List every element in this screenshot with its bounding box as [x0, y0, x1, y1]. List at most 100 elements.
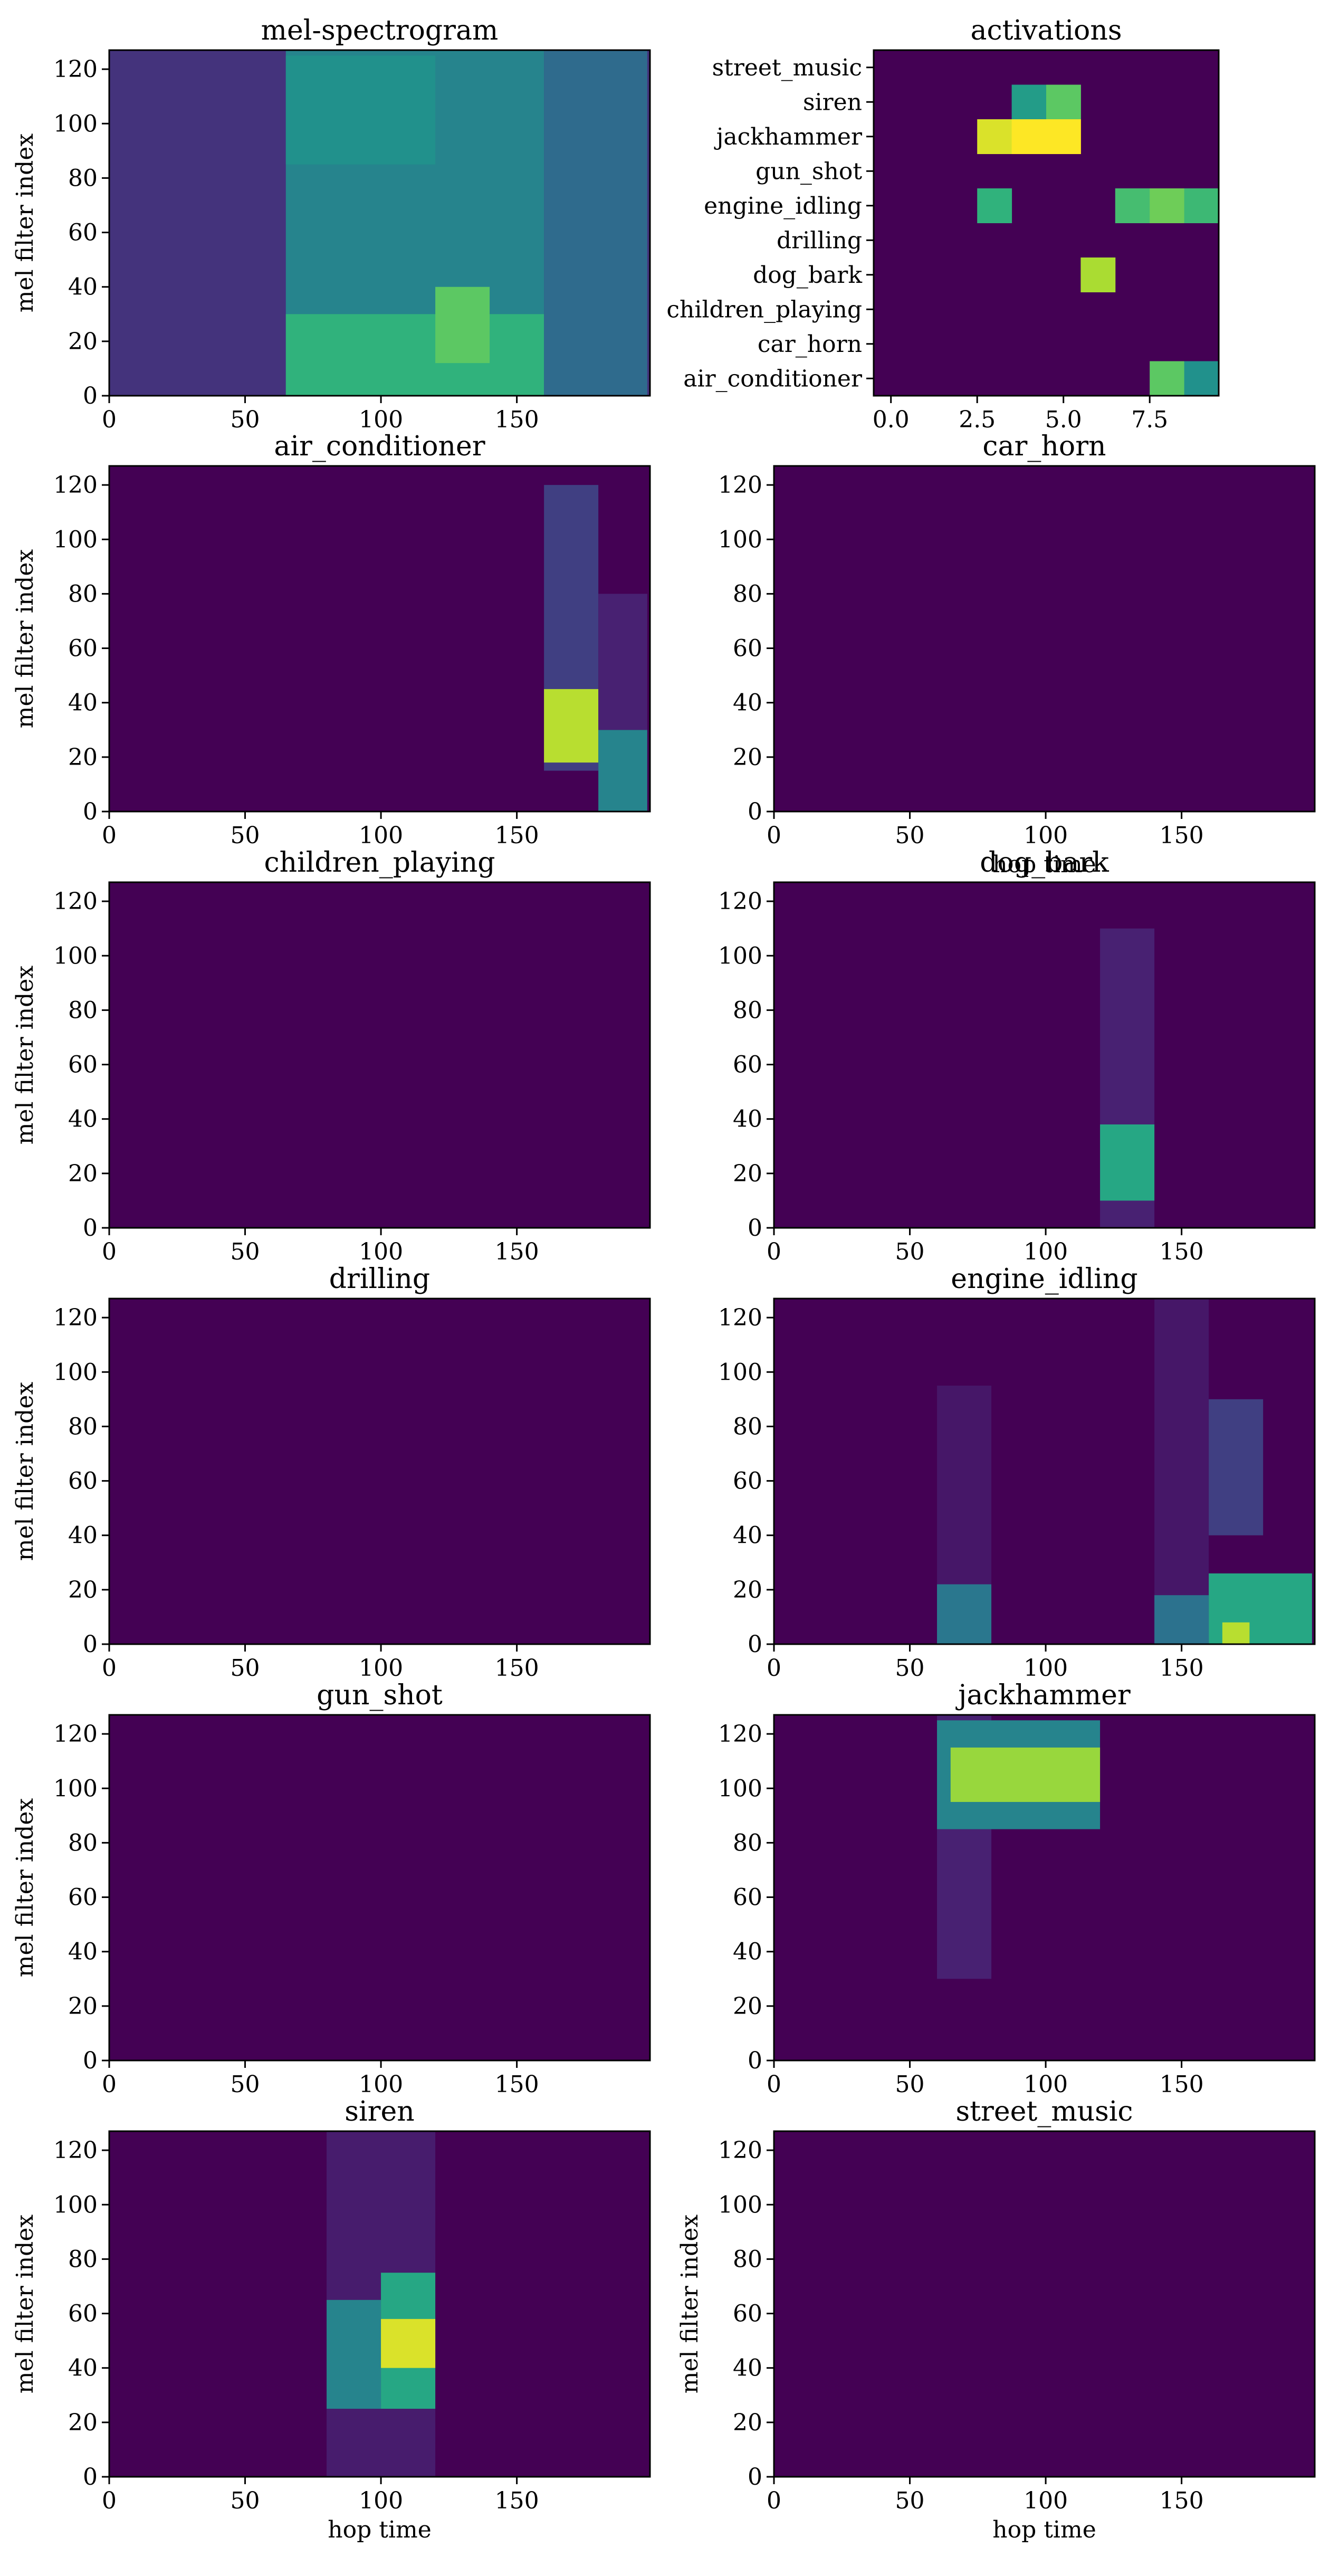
y-tick-label: 20: [733, 1577, 762, 1604]
heatmap-region: [937, 1584, 992, 1644]
heatmap-region: [285, 55, 436, 165]
y-tick-label: 100: [53, 1359, 98, 1386]
x-tick-label: 50: [231, 1238, 260, 1265]
x-tick-label: 50: [895, 1655, 925, 1682]
y-tick-label: 80: [733, 580, 762, 607]
y-tick-label: 80: [733, 2246, 762, 2273]
x-tick-label: 50: [895, 2487, 925, 2514]
axes-frame: [773, 2130, 1316, 2478]
chart-title: drilling: [329, 1263, 430, 1295]
activation-cell: [1115, 188, 1150, 223]
category-label: drilling: [777, 227, 862, 254]
subplot-siren: siren 0 50 100 150 0 20 40 60 80 100 120 mel filter …: [12, 2096, 651, 2543]
x-tick-label: 0: [102, 1238, 117, 1265]
chart-title: jackhammer: [955, 1680, 1131, 1711]
y-tick-label: 60: [733, 1052, 762, 1079]
y-tick-label: 120: [718, 888, 762, 915]
x-tick-label: 150: [495, 822, 539, 849]
x-tick-label: 0: [767, 1238, 781, 1265]
y-tick-label: 20: [68, 1160, 98, 1187]
axes-frame: [773, 1297, 1316, 1645]
category-label: street_music: [712, 54, 862, 81]
y-tick-label: 60: [733, 635, 762, 662]
x-tick-label: 100: [1024, 2487, 1068, 2514]
y-tick-label: 40: [68, 690, 98, 717]
subplot-jackhammer: jackhammer 0 50 100 150 0 20 40 60 80 100 120: [718, 1680, 1316, 2098]
x-tick-label: 150: [1160, 2071, 1204, 2098]
y-tick-label: 120: [718, 472, 762, 499]
y-tick-label: 40: [733, 690, 762, 717]
y-tick-label: 20: [68, 2409, 98, 2436]
x-tick-label: 50: [895, 1238, 925, 1265]
y-tick-label: 120: [718, 2137, 762, 2164]
heatmap-region: [950, 1747, 1101, 1802]
x-tick-label: 0: [102, 406, 117, 433]
subplot-mel-spectrogram: mel-spectrogram 0 50 100 150 0 20 40 60 80 100 120 m…: [12, 15, 651, 433]
x-tick-label: 150: [495, 2487, 539, 2514]
heatmap-region: [285, 314, 544, 396]
y-tick-label: 20: [733, 1160, 762, 1187]
y-tick-label: 0: [83, 383, 98, 409]
activation-cell: [1011, 84, 1047, 120]
activation-cell: [1080, 257, 1116, 292]
activation-cell: [1011, 119, 1047, 154]
y-tick-label: 80: [733, 997, 762, 1024]
x-tick-label: 50: [231, 2071, 260, 2098]
x-tick-label: 100: [359, 1655, 403, 1682]
chart-title: gun_shot: [317, 1680, 443, 1711]
x-tick-label: 100: [359, 2071, 403, 2098]
chart-title: street_music: [955, 2096, 1133, 2127]
y-tick-label: 0: [748, 1631, 762, 1658]
x-tick-label: 150: [1160, 1655, 1204, 1682]
y-tick-label: 120: [53, 56, 98, 83]
y-axis-label: mel filter index: [676, 2215, 703, 2394]
activation-cell: [977, 119, 1012, 154]
y-axis-label: mel filter index: [12, 1798, 39, 1978]
subplot-children-playing: children_playing 0 50 100 150 0 20 40 60 80 100 120…: [12, 847, 651, 1265]
y-tick-label: 80: [68, 580, 98, 607]
activation-cell: [977, 188, 1012, 223]
heatmap-region: [544, 50, 647, 396]
activation-cell: [1150, 361, 1185, 396]
x-tick-label: 5.0: [1045, 406, 1082, 433]
y-tick-label: 0: [83, 2464, 98, 2491]
y-tick-label: 100: [718, 1359, 762, 1386]
x-tick-label: 0.0: [873, 406, 910, 433]
y-tick-label: 120: [718, 1721, 762, 1748]
y-tick-label: 80: [733, 1413, 762, 1440]
y-tick-label: 0: [83, 1631, 98, 1658]
y-tick-label: 60: [733, 2301, 762, 2327]
heatmap-region: [1154, 1299, 1209, 1644]
category-label: gun_shot: [755, 158, 862, 185]
category-label: air_conditioner: [683, 365, 863, 392]
subplot-dog-bark: dog_bark 0 50 100 150 0 20 40 60 80 100 120: [718, 847, 1316, 1265]
subplot-engine-idling: engine_idling 0 50 100 150 0 20 40 60 80 100 120: [718, 1263, 1316, 1682]
chart-title: mel-spectrogram: [261, 15, 499, 46]
y-tick-label: 20: [68, 1577, 98, 1604]
plot-background: [109, 1299, 650, 1644]
y-axis-label: mel filter index: [12, 133, 39, 313]
subplot-car-horn: car_horn 0 50 100 150 0 20 40 60 80 100 120 hop time: [718, 431, 1316, 878]
plot-background: [109, 882, 650, 1228]
y-tick-label: 0: [748, 798, 762, 825]
y-tick-label: 40: [68, 1106, 98, 1133]
y-tick-label: 40: [68, 2355, 98, 2382]
y-tick-label: 120: [718, 1304, 762, 1331]
chart-title: air_conditioner: [274, 431, 485, 462]
y-tick-label: 20: [733, 1993, 762, 2020]
x-tick-label: 100: [1024, 822, 1068, 849]
x-tick-label: 100: [1024, 1655, 1068, 1682]
subplot-gun-shot: gun_shot 0 50 100 150 0 20 40 60 80 100 120 mel filt…: [12, 1680, 651, 2098]
y-tick-label: 100: [53, 526, 98, 553]
y-tick-label: 40: [733, 1939, 762, 1966]
y-tick-label: 0: [748, 1215, 762, 1242]
x-tick-label: 100: [359, 406, 403, 433]
x-tick-label: 150: [495, 406, 539, 433]
activation-cell: [1184, 361, 1219, 396]
subplot-drilling: drilling 0 50 100 150 0 20 40 60 80 100 120 mel filt…: [12, 1263, 651, 1682]
plot-background: [109, 1715, 650, 2060]
y-tick-label: 0: [83, 798, 98, 825]
axes-frame: [773, 1714, 1316, 2062]
y-tick-label: 80: [68, 997, 98, 1024]
